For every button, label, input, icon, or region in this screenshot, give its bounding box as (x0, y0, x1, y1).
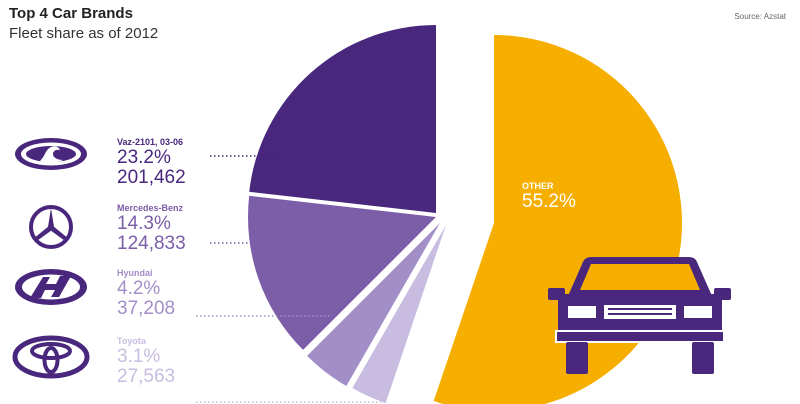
car-front-icon (548, 257, 731, 374)
source-note: Source: Azstat (734, 12, 786, 21)
slice-toyota (352, 225, 446, 404)
brand-count: 124,833 (117, 233, 186, 254)
brand-percent: 4.2% (117, 278, 161, 299)
hyundai-logo-icon (15, 269, 87, 305)
slice-hyundai (307, 223, 440, 387)
slice-other (433, 35, 682, 404)
chart-subtitle: Fleet share as of 2012 (9, 25, 159, 42)
brand-name: Toyota (117, 336, 146, 346)
brand-entry-vaz: Vaz-2101, 03-06 23.2% 201,462 (117, 137, 186, 188)
brand-count: 37,208 (117, 298, 176, 319)
brand-percent: 14.3% (117, 213, 171, 234)
brand-entry-mercedes: Mercedes-Benz 14.3% 124,833 (117, 203, 186, 254)
brand-name: Vaz-2101, 03-06 (117, 137, 184, 147)
other-name: OTHER (522, 181, 554, 191)
brand-count: 27,563 (117, 366, 176, 387)
brand-percent: 3.1% (117, 346, 161, 367)
brand-name: Hyundai (117, 268, 153, 278)
brand-entry-hyundai: Hyundai 4.2% 37,208 (117, 268, 175, 319)
leader-line (196, 378, 386, 403)
other-percent: 55.2% (522, 191, 576, 212)
brand-percent: 23.2% (117, 147, 171, 168)
brand-entry-toyota: Toyota 3.1% 27,563 (117, 336, 175, 387)
mercedes-logo-icon (29, 205, 73, 249)
slice-vaz (249, 25, 436, 213)
lada-logo-icon (15, 138, 87, 170)
brand-name: Mercedes-Benz (117, 203, 184, 213)
slice-mercedes (247, 195, 436, 350)
other-slice-label: OTHER 55.2% (522, 181, 576, 213)
toyota-logo-icon (12, 335, 90, 379)
chart-title: Top 4 Car Brands (9, 5, 133, 22)
brand-count: 201,462 (117, 167, 186, 188)
